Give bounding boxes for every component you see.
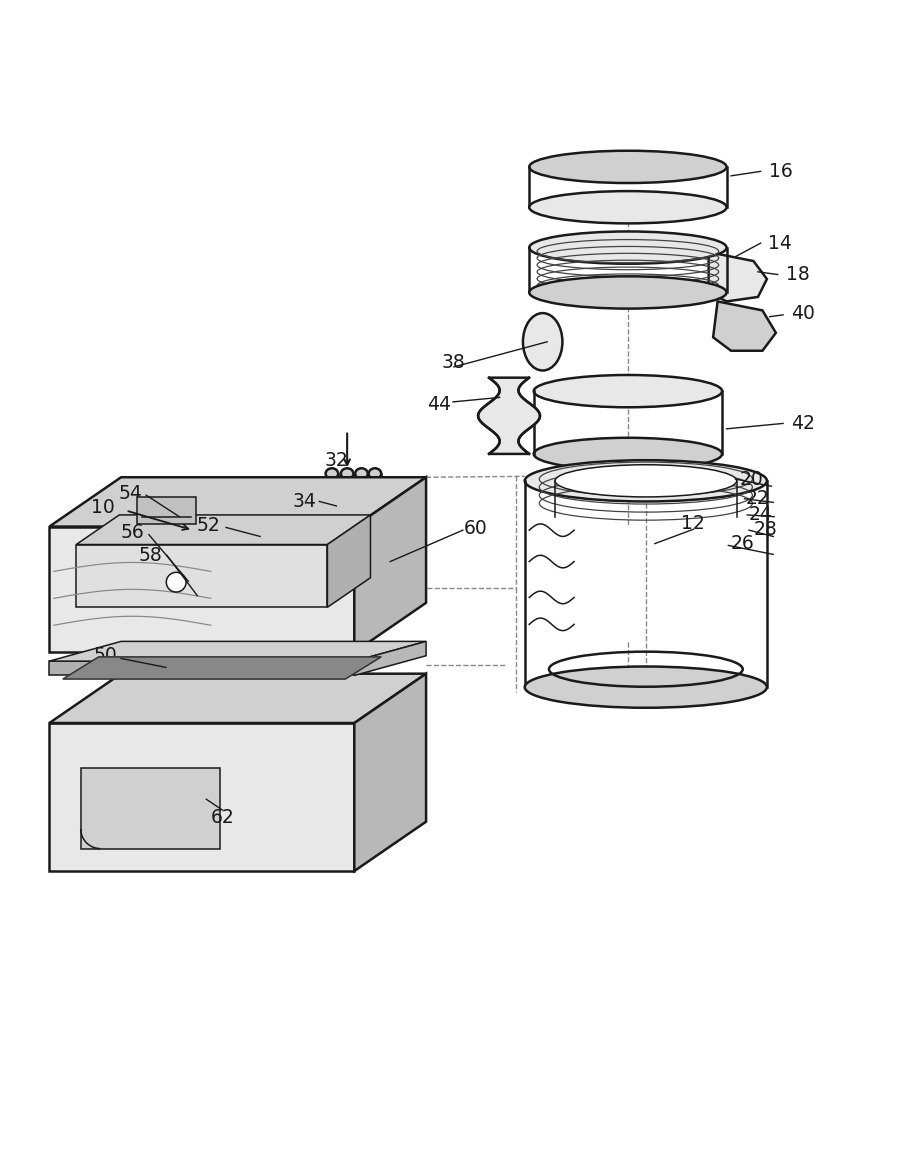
Polygon shape [49, 526, 354, 653]
Polygon shape [76, 515, 370, 545]
Text: 16: 16 [769, 162, 792, 181]
Ellipse shape [326, 517, 338, 540]
Text: 52: 52 [196, 516, 220, 535]
Text: 12: 12 [681, 515, 704, 533]
Text: 40: 40 [791, 304, 814, 322]
Ellipse shape [523, 313, 562, 371]
Text: 14: 14 [769, 234, 792, 253]
Circle shape [166, 573, 186, 592]
Ellipse shape [534, 438, 722, 471]
Text: 38: 38 [441, 353, 465, 372]
Polygon shape [713, 301, 776, 351]
Polygon shape [49, 673, 426, 723]
Text: 54: 54 [118, 484, 142, 503]
Polygon shape [354, 641, 426, 676]
Ellipse shape [341, 468, 353, 479]
Text: 58: 58 [139, 546, 162, 564]
Ellipse shape [369, 517, 381, 540]
Text: 18: 18 [787, 265, 810, 284]
Ellipse shape [529, 276, 727, 308]
Text: 56: 56 [121, 524, 144, 542]
Ellipse shape [529, 191, 727, 224]
Ellipse shape [529, 151, 727, 183]
Polygon shape [49, 641, 426, 661]
Text: 20: 20 [740, 469, 763, 489]
Ellipse shape [525, 460, 767, 502]
Polygon shape [709, 253, 767, 301]
Polygon shape [63, 657, 381, 679]
Ellipse shape [534, 376, 722, 407]
Ellipse shape [341, 517, 353, 540]
Text: 28: 28 [753, 519, 777, 539]
Text: 42: 42 [791, 414, 814, 433]
Ellipse shape [525, 666, 767, 708]
Ellipse shape [326, 468, 338, 479]
Text: 62: 62 [211, 808, 234, 826]
Polygon shape [354, 478, 426, 653]
Polygon shape [76, 545, 327, 607]
Text: 22: 22 [746, 489, 770, 509]
Text: 34: 34 [293, 491, 317, 511]
Ellipse shape [355, 517, 368, 540]
Text: 26: 26 [731, 534, 754, 553]
Polygon shape [49, 478, 426, 526]
Polygon shape [49, 723, 354, 872]
Text: 24: 24 [749, 504, 772, 524]
Polygon shape [137, 497, 196, 524]
Polygon shape [327, 515, 370, 607]
Polygon shape [49, 661, 354, 676]
Ellipse shape [355, 468, 368, 479]
Text: 60: 60 [464, 519, 487, 538]
Ellipse shape [369, 468, 381, 479]
Polygon shape [354, 673, 426, 872]
Text: 50: 50 [94, 647, 118, 665]
Text: 32: 32 [325, 451, 348, 469]
Ellipse shape [555, 465, 736, 497]
Polygon shape [478, 378, 540, 454]
Text: 44: 44 [428, 395, 451, 414]
Ellipse shape [529, 232, 727, 264]
Text: 10: 10 [91, 498, 115, 517]
Polygon shape [81, 768, 220, 848]
